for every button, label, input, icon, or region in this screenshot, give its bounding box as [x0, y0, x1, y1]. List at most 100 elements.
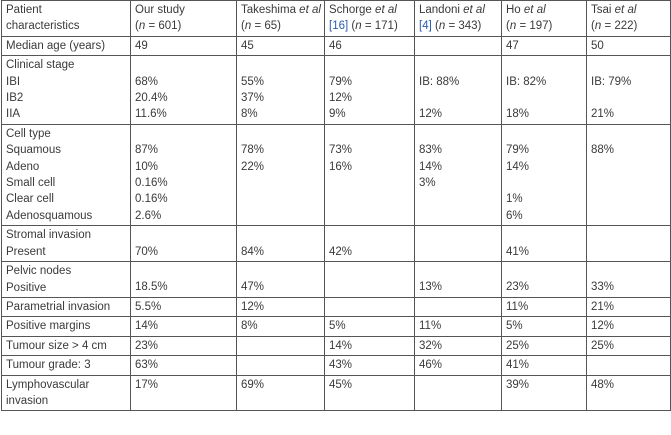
- study-name: Schorge: [329, 4, 372, 16]
- value-cell: [414, 374, 502, 412]
- n-suffix: ): [177, 20, 182, 33]
- cell-value: [241, 57, 319, 73]
- n-equals: =: [516, 20, 530, 33]
- cell-value: 78%: [241, 144, 265, 157]
- row-label-line: Pelvic nodes: [6, 265, 72, 278]
- n-variable: n: [355, 20, 362, 33]
- n-prefix: (: [241, 20, 245, 33]
- cell-value: 20.4%: [135, 92, 168, 105]
- value-cell: 8%: [236, 316, 325, 337]
- value-cell: 14%: [130, 316, 237, 337]
- n-suffix: ): [277, 20, 281, 33]
- row-label-line: Adenosquamous: [6, 209, 93, 222]
- value-cell: 63%: [130, 355, 237, 376]
- cell-value: 11.6%: [135, 108, 167, 121]
- study-name-line: Landoni et al: [419, 2, 496, 18]
- cell-value: [241, 357, 319, 373]
- table-row: Lymphovascular invasion 17% 69% 45% 39% 48%: [1, 374, 671, 412]
- row-label-line: IBI: [6, 75, 21, 88]
- cell-value: 0.16%: [135, 177, 168, 190]
- cell-value: 79%: [506, 144, 530, 157]
- row-label-line: Parametrial invasion: [6, 300, 111, 313]
- cell-value: 41%: [506, 245, 530, 258]
- cell-value: [591, 357, 665, 373]
- cell-value: 70%: [135, 245, 159, 258]
- row-label-cell: Tumour size > 4 cm: [1, 335, 131, 357]
- cell-value: 9%: [329, 108, 346, 121]
- value-cell: 55% 37% 8%: [236, 55, 325, 125]
- cell-value: [591, 57, 665, 73]
- cell-value: 22%: [241, 160, 265, 173]
- study-n-value: 601: [158, 20, 178, 33]
- cell-value: [329, 126, 409, 142]
- cell-value: 14%: [419, 160, 443, 173]
- study-n-value: 197: [529, 20, 549, 33]
- study-n-value: 222: [614, 20, 634, 33]
- study-n-value: 343: [458, 20, 478, 33]
- row-label-line: IB2: [6, 92, 24, 105]
- cell-value: 46%: [419, 359, 443, 372]
- cell-value: [329, 263, 409, 279]
- table-row: Median age (years) 49 45 46 47 50: [1, 35, 671, 57]
- row-label-line: Positive: [6, 281, 47, 294]
- cell-value: 13%: [419, 281, 443, 294]
- comparison-table: Patient characteristics Our study (n = 60…: [1, 0, 671, 412]
- value-cell: 48%: [586, 374, 671, 412]
- cell-value: 14%: [329, 339, 353, 352]
- value-cell: 5.5%: [130, 296, 237, 318]
- cell-value: 79%: [329, 75, 353, 88]
- value-cell: [236, 335, 325, 357]
- cell-value: 11%: [419, 320, 442, 333]
- study-n-line: (n = 601): [135, 18, 231, 34]
- row-label-cell: Pelvic nodes Positive: [1, 261, 131, 298]
- table-body: Median age (years) 49 45 46 47 50 Clinical sta…: [1, 35, 671, 412]
- header-label-cell: Patient characteristics: [1, 0, 131, 37]
- study-name: Takeshima: [241, 4, 296, 16]
- value-cell: 84%: [236, 225, 325, 263]
- cell-value: 33%: [591, 281, 615, 294]
- value-cell: 12%: [586, 316, 671, 337]
- value-cell: [414, 35, 502, 57]
- value-cell: 25%: [586, 335, 671, 357]
- cell-value: 12%: [591, 320, 615, 333]
- n-variable: n: [138, 20, 146, 33]
- value-cell: 11%: [501, 296, 587, 318]
- study-n-value: 171: [374, 20, 394, 33]
- value-cell: 79% 14% 1% 6%: [501, 123, 587, 227]
- study-etal: et al: [614, 4, 637, 16]
- value-cell: 32%: [414, 335, 502, 357]
- cell-value: 46: [329, 39, 342, 52]
- row-label-line: Present: [6, 245, 46, 258]
- cell-value: [135, 227, 231, 243]
- value-cell: 25%: [501, 335, 587, 357]
- header-study-cell: Landoni et al [4] (n = 343): [414, 0, 502, 37]
- study-etal: et al: [523, 4, 546, 16]
- value-cell: 11%: [414, 316, 502, 337]
- study-reference-link: [4]: [419, 20, 432, 33]
- value-cell: 14%: [324, 335, 415, 357]
- n-variable: n: [594, 20, 602, 33]
- row-label-line: IIA: [6, 108, 21, 121]
- cell-value: 45%: [329, 378, 353, 391]
- study-etal: et al: [299, 4, 321, 16]
- cell-value: 11%: [506, 300, 529, 313]
- n-equals: =: [251, 20, 265, 33]
- cell-value: IB: 82%: [506, 75, 547, 88]
- row-label-line: Clear cell: [6, 193, 54, 206]
- n-variable: n: [438, 20, 446, 33]
- value-cell: 5%: [501, 316, 587, 337]
- cell-value: 69%: [241, 378, 265, 391]
- study-name-line: Our study: [135, 2, 231, 18]
- value-cell: 23%: [501, 261, 587, 298]
- n-prefix: (: [135, 20, 139, 33]
- study-n-line: (n = 65): [241, 18, 319, 34]
- row-label-line: Cell type: [6, 127, 51, 140]
- cell-value: 6%: [506, 209, 523, 222]
- cell-value: [135, 57, 231, 73]
- n-suffix: ): [548, 20, 553, 33]
- cell-value: [506, 90, 581, 106]
- value-cell: 23%: [130, 335, 237, 357]
- study-name: Our study: [135, 4, 185, 16]
- cell-value: 23%: [506, 281, 530, 294]
- header-label-line: Patient: [6, 4, 42, 16]
